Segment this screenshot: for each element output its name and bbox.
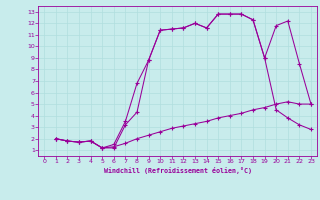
X-axis label: Windchill (Refroidissement éolien,°C): Windchill (Refroidissement éolien,°C)	[104, 167, 252, 174]
